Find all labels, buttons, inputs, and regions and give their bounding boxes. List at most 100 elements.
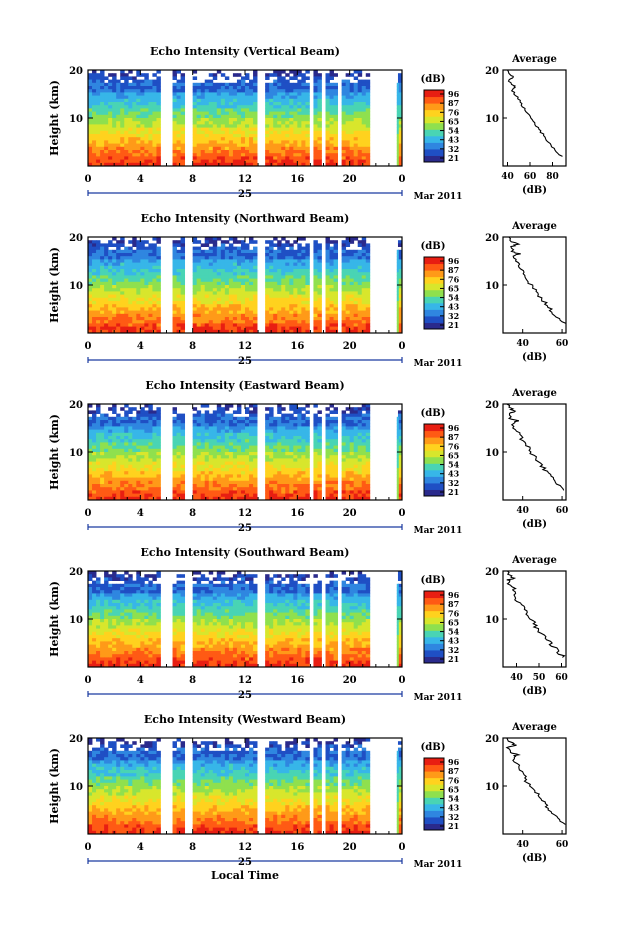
heatmap-cell	[221, 118, 225, 122]
heatmap-cell	[213, 247, 217, 251]
heatmap-cell	[213, 474, 217, 478]
heatmap-cell	[221, 285, 225, 289]
heatmap-cell	[334, 128, 338, 132]
heatmap-cell	[209, 430, 213, 434]
heatmap-cell	[326, 468, 330, 472]
heatmap-cell	[293, 439, 297, 443]
heatmap-cell	[209, 414, 213, 418]
heatmap-cell	[116, 124, 120, 128]
heatmap-cell	[285, 436, 289, 440]
heatmap-cell	[213, 140, 217, 144]
heatmap-cell	[354, 417, 358, 421]
heatmap-cell	[88, 442, 92, 446]
heatmap-cell	[132, 89, 136, 93]
heatmap-cell	[293, 96, 297, 100]
heatmap-cell	[289, 140, 293, 144]
heatmap-cell	[326, 140, 330, 144]
heatmap-cell	[253, 147, 257, 151]
heatmap-cell	[362, 458, 366, 462]
heatmap-cell	[233, 291, 237, 295]
heatmap-cell	[350, 455, 354, 459]
heatmap-cell	[148, 449, 152, 453]
heatmap-cell	[197, 86, 201, 90]
heatmap-cell	[241, 115, 245, 119]
heatmap-cell	[173, 99, 177, 103]
heatmap-cell	[326, 465, 330, 469]
heatmap-cell	[334, 311, 338, 315]
heatmap-cell	[233, 423, 237, 427]
heatmap-cell	[277, 327, 281, 331]
heatmap-cell	[346, 86, 350, 90]
heatmap-cell	[221, 96, 225, 100]
heatmap-cell	[233, 442, 237, 446]
heatmap-cell	[330, 436, 334, 440]
heatmap-cell	[358, 102, 362, 106]
heatmap-cell	[177, 426, 181, 430]
heatmap-cell	[366, 108, 370, 112]
heatmap-cell	[217, 458, 221, 462]
heatmap-cell	[152, 317, 156, 321]
heatmap-cell	[317, 275, 321, 279]
heatmap-cell	[289, 156, 293, 160]
x-tick-label: 16	[290, 174, 304, 185]
heatmap-cell	[317, 301, 321, 305]
heatmap-cell	[173, 323, 177, 327]
heatmap-cell	[152, 452, 156, 456]
heatmap-cell	[237, 420, 241, 424]
heatmap-cell	[124, 156, 128, 160]
heatmap-cell	[108, 442, 112, 446]
heatmap-cell	[253, 83, 257, 87]
heatmap-cell	[317, 83, 321, 87]
heatmap-cell	[116, 471, 120, 475]
heatmap-cell	[397, 112, 399, 116]
heatmap-cell	[128, 320, 132, 324]
heatmap-cell	[88, 446, 92, 450]
heatmap-cell	[221, 240, 225, 244]
heatmap-cell	[354, 83, 358, 87]
heatmap-cell	[148, 269, 152, 273]
heatmap-cell	[237, 137, 241, 141]
heatmap-cell	[144, 73, 148, 77]
heatmap-cell	[213, 414, 217, 418]
heatmap-cell	[342, 272, 346, 276]
heatmap-cell	[245, 275, 249, 279]
heatmap-cell	[116, 327, 120, 331]
heatmap-cell	[104, 121, 108, 125]
heatmap-cell	[116, 282, 120, 286]
heatmap-cell	[326, 86, 330, 90]
heatmap-cell	[301, 458, 305, 462]
heatmap-cell	[362, 301, 366, 305]
heatmap-cell	[173, 465, 177, 469]
heatmap-cell	[346, 250, 350, 254]
heatmap-cell	[241, 317, 245, 321]
heatmap-cell	[205, 160, 209, 164]
heatmap-cell	[354, 275, 358, 279]
heatmap-cell	[233, 73, 237, 77]
heatmap-cell	[277, 259, 281, 263]
heatmap-cell	[136, 128, 140, 132]
heatmap-cell	[249, 153, 253, 157]
heatmap-cell	[225, 288, 229, 292]
heatmap-cell	[293, 304, 297, 308]
heatmap-cell	[334, 314, 338, 318]
heatmap-cell	[225, 269, 229, 273]
heatmap-cell	[148, 86, 152, 90]
heatmap-cell	[116, 462, 120, 466]
heatmap-cell	[112, 439, 116, 443]
heatmap-cell	[346, 288, 350, 292]
heatmap-cell	[354, 124, 358, 128]
heatmap-cell	[305, 92, 309, 96]
heatmap-cell	[193, 83, 197, 87]
heatmap-cell	[156, 423, 160, 427]
heatmap-cell	[358, 156, 362, 160]
average-profile-line	[508, 70, 563, 156]
heatmap-cell	[273, 89, 277, 93]
heatmap-cell	[201, 156, 205, 160]
heatmap-cell	[148, 108, 152, 112]
heatmap-cell	[124, 83, 128, 87]
colorbar-tick-label: 21	[448, 320, 459, 330]
heatmap-cell	[342, 417, 346, 421]
heatmap-cell	[305, 131, 309, 135]
heatmap-cell	[350, 250, 354, 254]
heatmap-cell	[342, 240, 346, 244]
